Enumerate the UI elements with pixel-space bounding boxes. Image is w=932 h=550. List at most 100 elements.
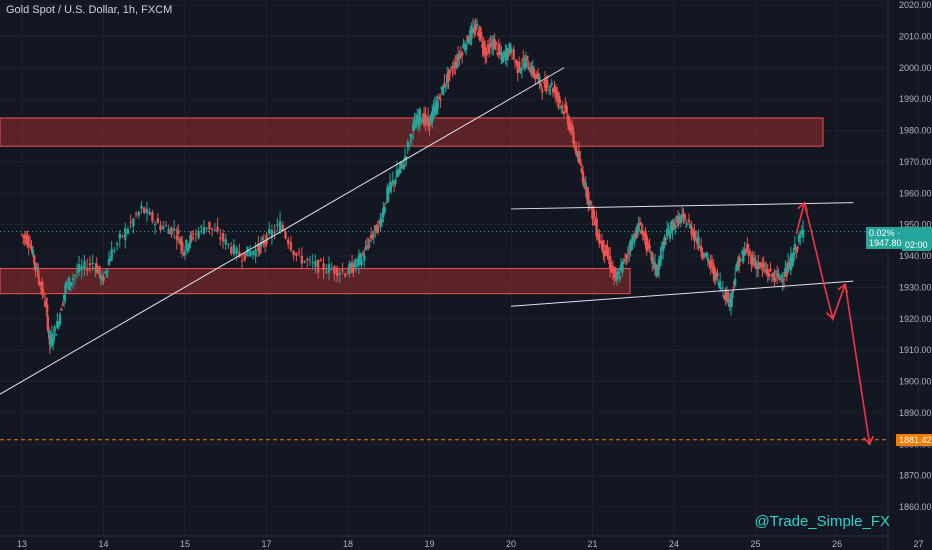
- channel-bottom: [510, 280, 854, 307]
- countdown-tag: 02:00: [902, 239, 931, 251]
- candle-body: [589, 202, 593, 204]
- candle-body: [699, 246, 703, 253]
- candle-body: [789, 255, 793, 271]
- candle-body: [463, 48, 467, 50]
- candle-body: [349, 263, 352, 268]
- candle-body: [588, 200, 591, 205]
- candle-body: [46, 315, 50, 330]
- candle-body: [60, 308, 63, 311]
- candle-body: [592, 209, 596, 219]
- candle-body: [426, 116, 430, 126]
- candle-body: [172, 228, 176, 231]
- candle-body: [619, 264, 623, 270]
- candle-body: [441, 85, 445, 96]
- candle-body: [560, 106, 563, 108]
- candle-body: [738, 256, 741, 267]
- candle-body: [714, 271, 718, 279]
- candle-body: [697, 237, 700, 246]
- candle-body: [708, 261, 711, 264]
- candle-body: [504, 52, 507, 61]
- candle-body: [674, 225, 677, 229]
- candle-body: [701, 252, 704, 257]
- candle-body: [52, 338, 55, 344]
- candle-body: [129, 221, 132, 223]
- candle-body: [698, 246, 702, 248]
- candle-body: [705, 252, 708, 256]
- candle-body: [405, 156, 408, 158]
- chart-grid: [0, 0, 919, 536]
- candle-body: [754, 262, 757, 268]
- candle-body: [22, 235, 25, 237]
- candle-body: [666, 228, 669, 237]
- current-price-label: 1947.80: [869, 238, 902, 248]
- candle-body: [604, 244, 608, 256]
- candle-body: [143, 207, 146, 214]
- candle-body: [278, 221, 282, 233]
- candle-body: [182, 252, 185, 254]
- candle-body: [118, 233, 121, 239]
- candle-body: [126, 229, 130, 234]
- candle-body: [429, 114, 433, 125]
- candle-body: [145, 208, 149, 214]
- candle-body: [682, 213, 685, 216]
- candle-body: [496, 52, 499, 55]
- x-tick-label: 13: [17, 539, 27, 549]
- candle-body: [633, 240, 636, 242]
- candle-body: [575, 145, 578, 155]
- candle-body: [401, 162, 404, 164]
- candle-body: [177, 229, 180, 235]
- candle-body: [799, 235, 802, 238]
- y-tick-label: 1860.00: [899, 502, 932, 512]
- candle-body: [292, 250, 295, 256]
- candle-body: [584, 182, 587, 188]
- candle-body: [311, 262, 314, 264]
- candle-body: [598, 233, 601, 244]
- candle-body: [175, 235, 179, 241]
- candle-body: [460, 52, 464, 56]
- candle-body: [322, 263, 325, 271]
- candle-body: [202, 227, 206, 234]
- candle-body: [545, 80, 548, 92]
- candle-body: [638, 222, 642, 225]
- candle-body: [595, 218, 598, 236]
- candle-body: [712, 265, 715, 274]
- candle-body: [482, 41, 486, 55]
- candle-body: [418, 108, 422, 122]
- candle-body: [88, 263, 92, 266]
- candle-body: [186, 247, 189, 251]
- candle-body: [778, 277, 782, 281]
- candle-body: [498, 51, 502, 55]
- candle-body: [121, 235, 124, 237]
- candle-body: [435, 102, 438, 114]
- candle-body: [191, 237, 195, 239]
- candle-body: [570, 124, 574, 131]
- candle-body: [527, 67, 530, 70]
- candle-body: [151, 211, 154, 222]
- candle-body: [629, 240, 632, 251]
- candle-body: [572, 132, 575, 144]
- candle-body: [526, 55, 529, 60]
- candle-body: [295, 252, 298, 256]
- candle-body: [289, 242, 293, 251]
- candle-body: [258, 245, 261, 253]
- candle-body: [732, 287, 735, 289]
- x-tick-label: 24: [669, 539, 679, 549]
- candle-body: [306, 258, 309, 261]
- candle-body: [464, 43, 468, 51]
- candle-body: [602, 240, 605, 254]
- candle-body: [431, 111, 434, 123]
- x-axis: 13 14 15 17 18 19 20 21 24 25 26 27: [0, 535, 924, 549]
- candle-body: [757, 264, 760, 270]
- candle-body: [483, 46, 487, 56]
- candle-body: [490, 42, 494, 47]
- candle-body: [148, 212, 151, 215]
- candle-body: [475, 23, 479, 27]
- candle-body: [546, 83, 549, 85]
- candle-body: [746, 243, 749, 250]
- trend-lines: [0, 67, 888, 441]
- candle-body: [566, 115, 570, 125]
- candle-body: [352, 268, 355, 272]
- candle-body: [479, 31, 483, 38]
- candle-body: [284, 231, 287, 239]
